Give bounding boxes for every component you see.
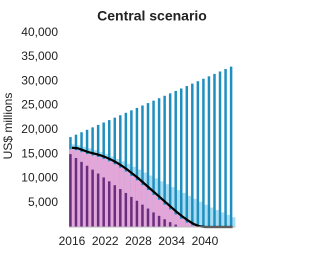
bar: [157, 98, 161, 227]
bar: [229, 217, 236, 227]
bar: [107, 181, 111, 227]
bar: [119, 189, 122, 227]
bar: [130, 110, 133, 227]
bar: [163, 95, 166, 227]
x-tick-label: 2028: [125, 234, 152, 248]
bar: [163, 204, 169, 227]
bar: [174, 224, 177, 227]
chart-title: Central scenario: [97, 8, 207, 24]
bar: [141, 204, 144, 227]
bar: [168, 93, 172, 227]
bar: [218, 212, 225, 227]
bar: [152, 100, 155, 227]
bar: [130, 175, 136, 227]
x-tick-label: 2040: [192, 234, 219, 248]
y-tick-label: 20,000: [21, 122, 58, 136]
bar: [157, 199, 164, 227]
bar: [180, 88, 183, 228]
bar: [229, 66, 233, 227]
bar: [218, 71, 222, 227]
y-tick-label: 10,000: [21, 171, 58, 185]
bar: [113, 185, 117, 227]
y-tick-label: 15,000: [21, 146, 58, 160]
bar: [152, 212, 155, 227]
bar: [135, 107, 139, 227]
x-tick-label: 2022: [92, 234, 119, 248]
bar: [191, 83, 194, 227]
bar: [141, 105, 144, 227]
bar: [91, 169, 94, 227]
bar: [146, 190, 153, 227]
bar: [174, 90, 177, 227]
bar: [69, 154, 72, 227]
x-tick-label: 2034: [158, 234, 185, 248]
bar: [91, 155, 97, 227]
bar: [207, 207, 214, 227]
x-tick-label: 2016: [59, 234, 86, 248]
y-tick-label: 40,000: [21, 25, 58, 39]
bar: [135, 200, 139, 227]
bar: [152, 194, 158, 227]
bar: [224, 69, 227, 227]
bar: [146, 208, 150, 227]
bar: [157, 215, 161, 227]
bar: [168, 209, 175, 227]
bar: [202, 78, 205, 227]
bar: [135, 180, 142, 227]
bar: [196, 201, 203, 227]
bar: [196, 81, 200, 227]
bar: [163, 219, 166, 227]
bar: [191, 225, 197, 227]
bar: [213, 73, 216, 228]
bar: [80, 152, 86, 227]
bar: [180, 192, 186, 227]
bar: [146, 103, 150, 227]
bar: [113, 164, 120, 227]
bar: [185, 222, 192, 227]
bar: [74, 150, 81, 227]
bar: [119, 167, 125, 227]
y-tick-label: 35,000: [21, 49, 58, 63]
bar: [174, 190, 180, 227]
bar: [207, 76, 211, 228]
bar: [96, 157, 103, 227]
bar: [168, 222, 172, 227]
chart: Central scenario US$ millions 5,000 10,00…: [1, 8, 236, 248]
bar: [202, 204, 208, 227]
bar: [69, 149, 75, 227]
y-tick-label: 5,000: [28, 195, 58, 209]
bar: [174, 214, 180, 227]
bar: [124, 171, 131, 227]
y-tick-label: 25,000: [21, 98, 58, 112]
bar: [102, 177, 105, 227]
bar: [80, 161, 83, 227]
bar: [213, 209, 219, 227]
bar: [185, 195, 192, 227]
y-axis-label: US$ millions: [1, 93, 15, 160]
bar: [180, 218, 186, 227]
bar: [124, 192, 128, 227]
bar: [96, 173, 100, 227]
bar: [74, 157, 78, 227]
bar: [185, 86, 189, 227]
bar: [191, 198, 197, 227]
bar: [224, 214, 230, 227]
bar: [107, 161, 114, 227]
y-tick-label: 30,000: [21, 73, 58, 87]
bar: [85, 165, 89, 227]
bar: [141, 185, 147, 227]
bar: [130, 196, 133, 227]
bar: [102, 158, 108, 227]
bar: [85, 154, 92, 227]
